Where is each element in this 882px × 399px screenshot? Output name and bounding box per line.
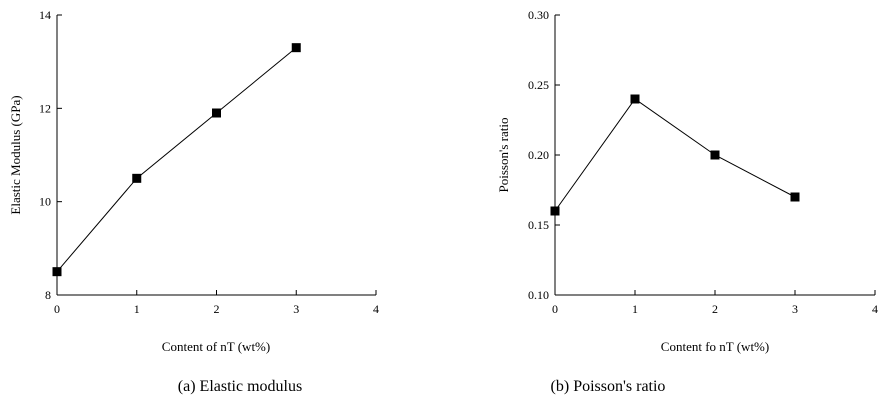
caption-b: (b) Poisson's ratio [551, 378, 666, 395]
y-tick-label-b: 0.10 [528, 288, 549, 302]
ticks-b: 0 1 2 3 4 0.10 0.15 0.20 0.25 0.30 [528, 8, 878, 316]
x-axis-title-a: Content of nT (wt%) [162, 339, 270, 354]
x-tick-label-b: 3 [792, 302, 798, 316]
y-tick-label-a: 14 [39, 8, 51, 22]
y-tick-label-b: 0.25 [528, 78, 549, 92]
data-point-a [212, 108, 221, 118]
x-tick-label-b: 4 [872, 302, 878, 316]
y-axis-title-b: Poisson's ratio [496, 118, 511, 193]
y-tick-label-b: 0.30 [528, 8, 549, 22]
data-point-a [52, 267, 62, 277]
y-tick-label-b: 0.20 [528, 148, 549, 162]
caption-a: (a) Elastic modulus [178, 378, 302, 395]
x-tick-label-a: 0 [54, 302, 60, 316]
y-axis-title-a: Elastic Modulus (GPa) [8, 95, 23, 214]
data-point-a [132, 173, 142, 183]
x-tick-label-a: 4 [373, 302, 379, 316]
x-axis-title-b: Content fo nT (wt%) [661, 339, 769, 354]
panel-poissons-ratio: 0 1 2 3 4 0.10 0.15 0.20 0.25 0.30 Content fo nT … [496, 8, 878, 395]
series-b [550, 94, 800, 216]
y-tick-label-b: 0.15 [528, 218, 549, 232]
x-tick-label-a: 3 [293, 302, 299, 316]
series-a [52, 43, 301, 277]
y-tick-label-a: 10 [39, 195, 51, 209]
data-point-b [710, 150, 720, 160]
y-tick-label-a: 12 [39, 101, 51, 115]
series-line-b [554, 98, 796, 212]
axes-a [56, 15, 376, 296]
y-tick-label-a: 8 [45, 288, 51, 302]
data-point-b [550, 206, 560, 216]
x-tick-label-a: 2 [214, 302, 220, 316]
x-tick-label-a: 1 [134, 302, 140, 316]
x-tick-label-b: 0 [552, 302, 558, 316]
x-tick-label-b: 2 [712, 302, 718, 316]
x-tick-label-b: 1 [632, 302, 638, 316]
series-line-a [56, 47, 297, 272]
data-point-a [291, 43, 301, 53]
data-point-b [630, 94, 640, 104]
data-point-b [790, 192, 800, 202]
